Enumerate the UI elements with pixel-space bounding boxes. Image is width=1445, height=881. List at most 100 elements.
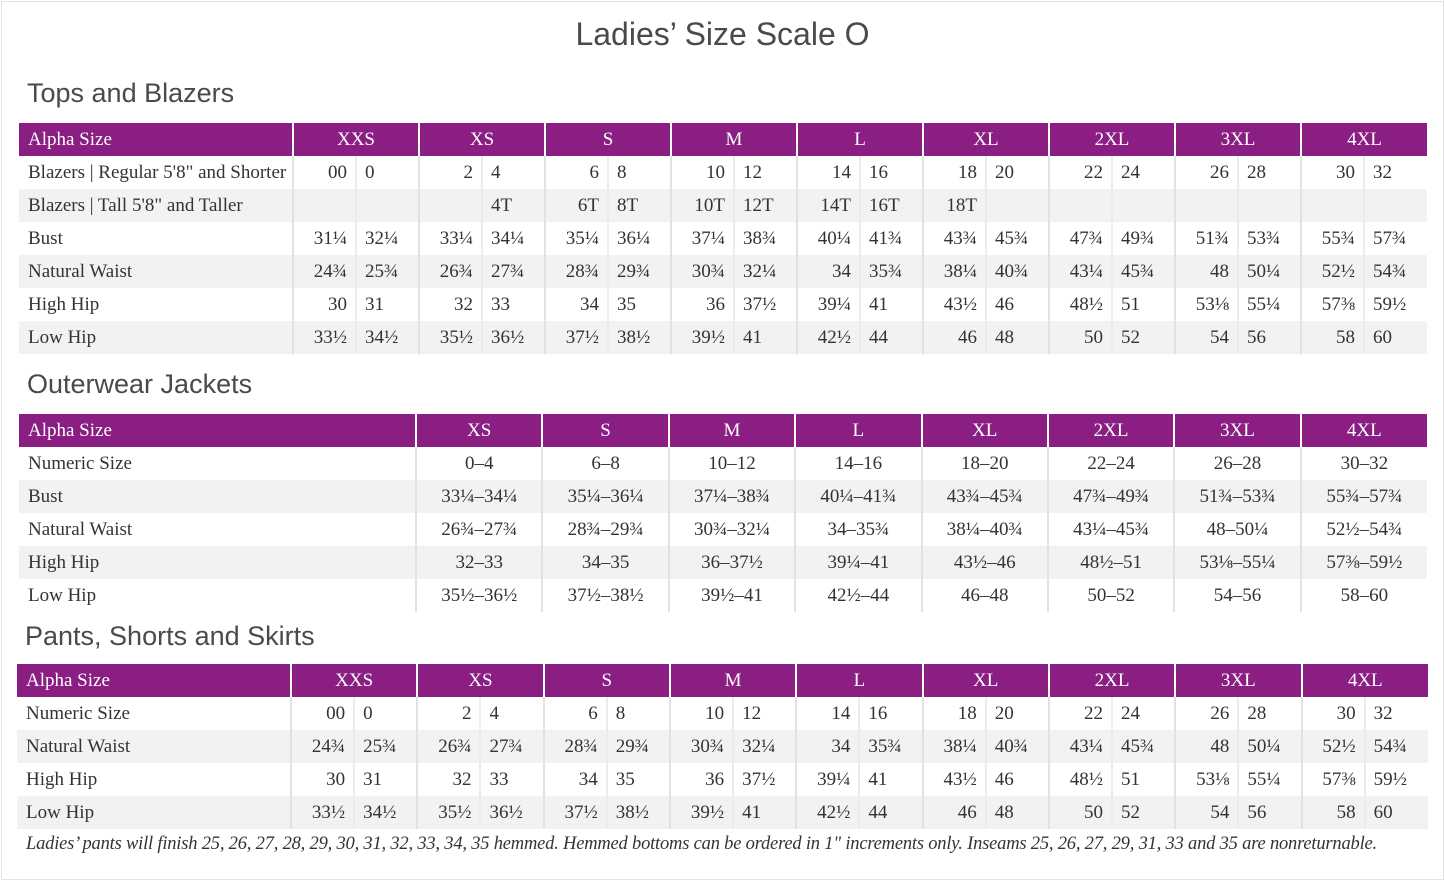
table-cell: 33¼–34¼ xyxy=(414,480,543,513)
table-cell: 41 xyxy=(859,288,923,321)
table-cell: 0 xyxy=(353,697,418,730)
table-cell xyxy=(1300,189,1364,222)
table-cell: 46 xyxy=(922,321,986,354)
table-cell: 27¾ xyxy=(481,255,545,288)
table-cell: 42½–44 xyxy=(794,579,922,612)
header-size-3xl: 3XL xyxy=(1174,123,1301,156)
table-cell: 54¾ xyxy=(1363,255,1427,288)
table-cell: 14 xyxy=(796,156,860,189)
table-cell: 00 xyxy=(292,156,356,189)
footnote: Ladies’ pants will finish 25, 26, 27, 28… xyxy=(26,834,1377,854)
table-cell: 35¼ xyxy=(544,222,608,255)
table-cell: 52½–54¾ xyxy=(1299,513,1427,546)
table-cell: 52 xyxy=(1111,796,1176,829)
table-cell: 6 xyxy=(542,697,607,730)
table-cell: 50 xyxy=(1048,321,1112,354)
row-label: Natural Waist xyxy=(19,255,293,288)
header-size-m: M xyxy=(668,664,797,697)
table-cell: 55¾–57¾ xyxy=(1299,480,1427,513)
table-cell: 33 xyxy=(479,763,544,796)
table-cell: 12T xyxy=(733,189,797,222)
header-size-3xl: 3XL xyxy=(1173,414,1301,447)
table-cell: 18T xyxy=(922,189,986,222)
row-label: High Hip xyxy=(28,293,100,315)
table-cell: 37¼–38¾ xyxy=(667,480,796,513)
table-cell: 33 xyxy=(481,288,545,321)
table-row: Low Hip 35½–36½ 37½–38½ 39½–41 42½–44 46–48 50… xyxy=(19,579,1427,612)
row-label: Low Hip xyxy=(28,584,97,606)
header-size-s: S xyxy=(544,123,671,156)
table-cell: 22–24 xyxy=(1046,447,1175,480)
table-cell: 37½ xyxy=(544,321,608,354)
header-size-m: M xyxy=(667,414,796,447)
header-size-4xl: 4XL xyxy=(1300,664,1428,697)
table-cell: 36½ xyxy=(479,796,544,829)
table-cell: 51¾ xyxy=(1174,222,1238,255)
table-cell: 40¼ xyxy=(796,222,860,255)
table-row: Low Hip 33½ 34½ 35½ 36½ 37½ 38½ 39½ 41 42½ 44 46 48 5… xyxy=(19,321,1427,354)
table-cell: 35 xyxy=(605,763,670,796)
table-cell: 41 xyxy=(858,763,923,796)
table-cell: 30 xyxy=(1300,156,1364,189)
header-size-s: S xyxy=(541,414,669,447)
table-cell: 39½–41 xyxy=(667,579,796,612)
table-cell: 28¾–29¾ xyxy=(541,513,669,546)
header-label: Alpha Size xyxy=(17,664,291,697)
table-cell: 32–33 xyxy=(414,546,543,579)
table-cell: 30¾ xyxy=(670,255,734,288)
table-cell: 26¾ xyxy=(418,255,482,288)
header-size-4xl: 4XL xyxy=(1300,123,1427,156)
table-cell: 48 xyxy=(985,321,1049,354)
table-cell: 24¾ xyxy=(289,730,355,763)
table-cell: 54 xyxy=(1174,796,1239,829)
table-cell: 25¾ xyxy=(355,255,419,288)
table-cell: 54–56 xyxy=(1173,579,1301,612)
table-cell: 48½ xyxy=(1047,763,1113,796)
table-cell: 28¾ xyxy=(542,730,607,763)
table-cell: 48½–51 xyxy=(1046,546,1175,579)
header-size-2xl: 2XL xyxy=(1046,414,1175,447)
table-cell: 27¾ xyxy=(479,730,544,763)
table-cell: 53⅛ xyxy=(1174,288,1238,321)
row-label: Low Hip xyxy=(17,796,291,829)
table-cell: 43¾–45¾ xyxy=(920,480,1048,513)
table-cell: 4 xyxy=(479,697,544,730)
table-cell: 32¼ xyxy=(732,730,797,763)
table-row: Low Hip 33½ 34½ 35½ 36½ 37½ 38½ 39½ 41 42½ 44 46 48 5… xyxy=(17,796,1428,829)
table-cell: 16T xyxy=(859,189,923,222)
table-cell: 30¾–32¼ xyxy=(667,513,796,546)
table-row: Natural Waist 24¾ 25¾ 26¾ 27¾ 28¾ 29¾ 30¾ 32¼ 34 3… xyxy=(17,730,1428,763)
header-size-xxs: XXS xyxy=(289,664,418,697)
table-cell: 39¼–41 xyxy=(794,546,922,579)
table-cell: 30¾ xyxy=(668,730,734,763)
pants-size-table: Alpha Size XXS XS S M L XL 2XL 3XL 4XL Numeric Siz… xyxy=(17,664,1428,829)
table-cell: 32 xyxy=(1363,697,1428,730)
table-cell: 6 xyxy=(544,156,608,189)
table-cell: 0–4 xyxy=(414,447,543,480)
table-cell: 37¼ xyxy=(670,222,734,255)
table-row: Numeric Size 00 0 2 4 6 8 10 12 14 16 18 20 22 24 26 28 3… xyxy=(17,697,1428,730)
table-cell: 50–52 xyxy=(1046,579,1175,612)
table-cell xyxy=(1237,189,1301,222)
table-cell: 4 xyxy=(481,156,545,189)
table-cell: 37½ xyxy=(733,288,797,321)
header-row: Alpha Size XXS XS S M L XL 2XL 3XL 4XL xyxy=(19,123,1427,156)
table-cell: 41 xyxy=(733,321,797,354)
table-cell: 8 xyxy=(607,156,671,189)
table-cell: 29¾ xyxy=(605,730,670,763)
table-cell: 30 xyxy=(289,763,355,796)
table-cell: 10T xyxy=(670,189,734,222)
header-size-4xl: 4XL xyxy=(1299,414,1427,447)
table-cell: 38¼–40¾ xyxy=(920,513,1048,546)
table-cell: 38½ xyxy=(605,796,670,829)
table-cell: 30 xyxy=(292,288,356,321)
header-size-xs: XS xyxy=(416,664,544,697)
table-cell: 43½–46 xyxy=(920,546,1048,579)
header-size-xs: XS xyxy=(414,414,543,447)
table-cell: 10–12 xyxy=(667,447,796,480)
table-cell: 12 xyxy=(733,156,797,189)
table-cell: 60 xyxy=(1363,321,1427,354)
row-label: Blazers | Tall 5'8" and Taller xyxy=(19,189,293,222)
table-cell: 36 xyxy=(670,288,734,321)
table-cell: 37½ xyxy=(732,763,797,796)
